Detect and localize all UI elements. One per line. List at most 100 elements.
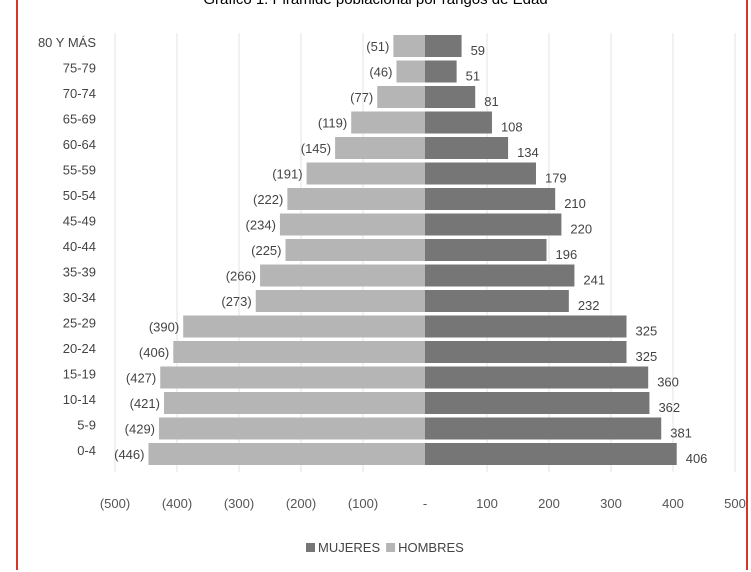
bar-mujeres xyxy=(425,290,569,312)
legend-swatch xyxy=(306,543,315,552)
bar-hombres xyxy=(279,213,425,236)
data-label-mujeres: 381 xyxy=(670,426,692,441)
bar-hombres xyxy=(173,341,425,363)
data-label-hombres: (222) xyxy=(253,192,283,207)
data-label-mujeres: 134 xyxy=(517,145,539,160)
bar-mujeres xyxy=(425,315,627,338)
category-label: 20-24 xyxy=(63,341,96,356)
bar-hombres xyxy=(285,239,425,261)
category-label: 50-54 xyxy=(63,188,96,203)
data-label-mujeres: 196 xyxy=(556,247,578,262)
legend-label: HOMBRES xyxy=(398,540,464,555)
category-label: 0-4 xyxy=(77,443,96,458)
bar-mujeres xyxy=(425,60,457,83)
x-tick-label: (500) xyxy=(100,496,130,511)
category-label: 65-69 xyxy=(63,112,96,127)
data-label-mujeres: 362 xyxy=(658,400,680,415)
bar-mujeres xyxy=(425,392,650,414)
bar-mujeres xyxy=(425,188,556,210)
bar-hombres xyxy=(159,417,425,440)
x-tick-label: - xyxy=(423,496,427,511)
data-label-mujeres: 179 xyxy=(545,171,567,186)
category-label: 60-64 xyxy=(63,137,96,152)
data-label-mujeres: 220 xyxy=(570,222,592,237)
data-label-hombres: (429) xyxy=(125,422,155,437)
category-label: 30-34 xyxy=(63,290,96,305)
bar-mujeres xyxy=(425,162,536,185)
bar-mujeres xyxy=(425,137,509,159)
bar-mujeres xyxy=(425,111,492,134)
chart-title: Gráfico 1. Pirámide poblacional por rang… xyxy=(0,0,751,8)
bar-hombres xyxy=(393,35,425,57)
category-label: 70-74 xyxy=(63,86,96,101)
data-label-mujeres: 241 xyxy=(583,273,605,288)
x-tick-label: (100) xyxy=(348,496,378,511)
category-label: 5-9 xyxy=(77,418,96,433)
x-tick-label: 400 xyxy=(662,496,684,511)
bar-hombres xyxy=(255,290,425,312)
data-label-mujeres: 325 xyxy=(636,324,658,339)
bar-mujeres xyxy=(425,264,575,287)
data-label-mujeres: 81 xyxy=(484,94,498,109)
data-label-mujeres: 59 xyxy=(471,43,485,58)
x-tick-label: (200) xyxy=(286,496,316,511)
data-label-hombres: (421) xyxy=(130,396,160,411)
x-tick-label: 500 xyxy=(724,496,746,511)
data-label-hombres: (191) xyxy=(272,167,302,182)
category-label: 45-49 xyxy=(63,214,96,229)
data-label-mujeres: 108 xyxy=(501,120,523,135)
bar-hombres xyxy=(163,392,426,414)
bar-hombres xyxy=(377,86,425,108)
data-label-hombres: (273) xyxy=(221,294,251,309)
legend-swatch xyxy=(386,543,396,552)
data-label-hombres: (51) xyxy=(366,39,389,54)
data-label-hombres: (390) xyxy=(149,320,179,335)
bar-mujeres xyxy=(425,341,627,363)
bar-hombres xyxy=(396,60,425,83)
category-label: 25-29 xyxy=(63,316,96,331)
data-label-hombres: (446) xyxy=(114,447,144,462)
bar-hombres xyxy=(148,443,426,465)
data-label-hombres: (427) xyxy=(126,371,156,386)
data-label-hombres: (77) xyxy=(350,90,373,105)
data-label-mujeres: 232 xyxy=(578,298,600,313)
bar-hombres xyxy=(160,366,425,389)
bar-mujeres xyxy=(425,213,562,236)
data-label-hombres: (119) xyxy=(318,116,347,131)
bar-hombres xyxy=(260,264,425,287)
data-label-mujeres: 360 xyxy=(657,375,679,390)
data-label-mujeres: 210 xyxy=(564,196,586,211)
bar-hombres xyxy=(335,137,425,159)
bar-mujeres xyxy=(425,86,476,108)
x-tick-label: 300 xyxy=(600,496,622,511)
data-label-hombres: (234) xyxy=(246,218,276,233)
bar-mujeres xyxy=(425,366,649,389)
category-label: 75-79 xyxy=(63,61,96,76)
category-label: 35-39 xyxy=(63,265,96,280)
data-label-hombres: (46) xyxy=(369,65,392,80)
chart-frame xyxy=(16,0,748,570)
category-label: 15-19 xyxy=(63,367,96,382)
bar-hombres xyxy=(351,111,425,134)
legend-label: MUJERES xyxy=(318,540,380,555)
data-label-hombres: (225) xyxy=(251,243,281,258)
category-label: 10-14 xyxy=(63,392,96,407)
bar-mujeres xyxy=(425,35,462,57)
x-tick-label: 100 xyxy=(476,496,498,511)
x-tick-label: 200 xyxy=(538,496,560,511)
data-label-mujeres: 51 xyxy=(466,69,480,84)
data-label-mujeres: 325 xyxy=(636,349,658,364)
data-label-hombres: (266) xyxy=(226,269,256,284)
category-label: 55-59 xyxy=(63,163,96,178)
bar-mujeres xyxy=(425,417,662,440)
bar-hombres xyxy=(183,315,425,338)
category-label: 40-44 xyxy=(63,239,96,254)
x-tick-label: (400) xyxy=(162,496,192,511)
bar-mujeres xyxy=(425,239,547,261)
data-label-hombres: (145) xyxy=(301,141,331,156)
category-label: 80 Y MÁS xyxy=(38,35,96,50)
bar-hombres xyxy=(287,188,425,210)
data-label-hombres: (406) xyxy=(139,345,169,360)
x-tick-label: (300) xyxy=(224,496,254,511)
bar-mujeres xyxy=(425,443,677,465)
